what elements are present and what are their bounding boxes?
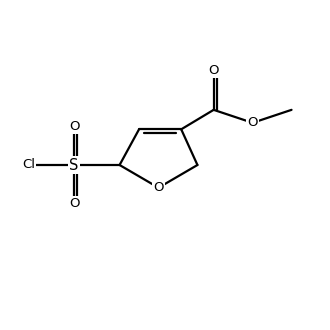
- Text: O: O: [69, 197, 80, 211]
- Text: S: S: [70, 157, 79, 173]
- Text: Cl: Cl: [22, 158, 35, 172]
- Text: O: O: [209, 64, 219, 78]
- Text: O: O: [69, 119, 80, 133]
- Text: O: O: [153, 181, 164, 194]
- Text: O: O: [248, 116, 258, 129]
